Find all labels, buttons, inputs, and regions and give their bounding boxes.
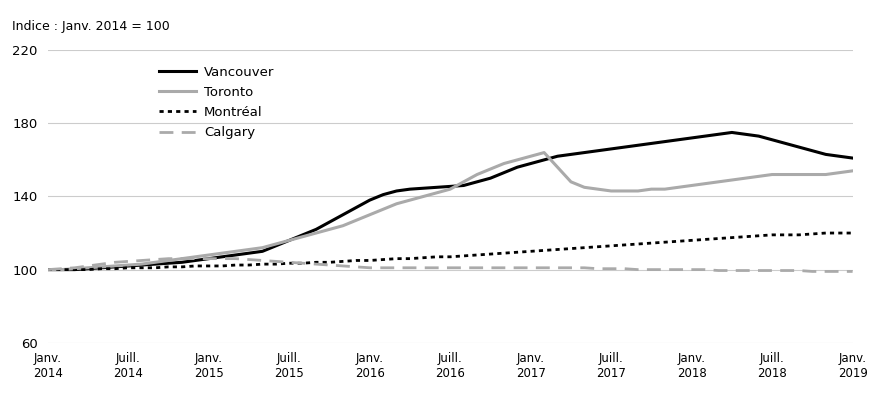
Vancouver bbox=[324, 219, 335, 224]
Toronto bbox=[753, 174, 763, 179]
Montréal bbox=[846, 230, 857, 235]
Toronto bbox=[230, 249, 241, 254]
Montréal bbox=[819, 230, 830, 235]
Vancouver bbox=[203, 256, 214, 261]
Vancouver bbox=[43, 267, 53, 272]
Line: Toronto: Toronto bbox=[48, 153, 852, 270]
Montréal bbox=[471, 252, 481, 257]
Montréal bbox=[230, 263, 241, 268]
Line: Calgary: Calgary bbox=[48, 259, 852, 271]
Vancouver bbox=[230, 252, 241, 257]
Vancouver bbox=[525, 161, 535, 166]
Montréal bbox=[324, 260, 335, 265]
Toronto bbox=[43, 267, 53, 272]
Toronto bbox=[525, 154, 535, 159]
Legend: Vancouver, Toronto, Montréal, Calgary: Vancouver, Toronto, Montréal, Calgary bbox=[159, 66, 274, 139]
Montréal bbox=[740, 234, 750, 239]
Calgary bbox=[216, 256, 227, 261]
Toronto bbox=[538, 150, 548, 155]
Calgary bbox=[846, 269, 857, 274]
Montréal bbox=[43, 267, 53, 272]
Calgary bbox=[163, 256, 174, 261]
Vancouver bbox=[471, 179, 481, 184]
Vancouver bbox=[726, 130, 736, 135]
Line: Montréal: Montréal bbox=[48, 233, 852, 270]
Toronto bbox=[324, 227, 335, 232]
Line: Vancouver: Vancouver bbox=[48, 133, 852, 270]
Toronto bbox=[203, 252, 214, 257]
Text: Indice : Janv. 2014 = 100: Indice : Janv. 2014 = 100 bbox=[11, 20, 169, 33]
Montréal bbox=[525, 249, 535, 254]
Calgary bbox=[243, 257, 254, 262]
Vancouver bbox=[846, 155, 857, 161]
Vancouver bbox=[753, 134, 763, 139]
Toronto bbox=[846, 168, 857, 173]
Calgary bbox=[538, 265, 548, 270]
Toronto bbox=[471, 172, 481, 177]
Calgary bbox=[806, 269, 817, 274]
Calgary bbox=[337, 263, 348, 268]
Calgary bbox=[43, 267, 53, 272]
Calgary bbox=[485, 265, 495, 270]
Montréal bbox=[203, 263, 214, 268]
Calgary bbox=[753, 268, 763, 273]
